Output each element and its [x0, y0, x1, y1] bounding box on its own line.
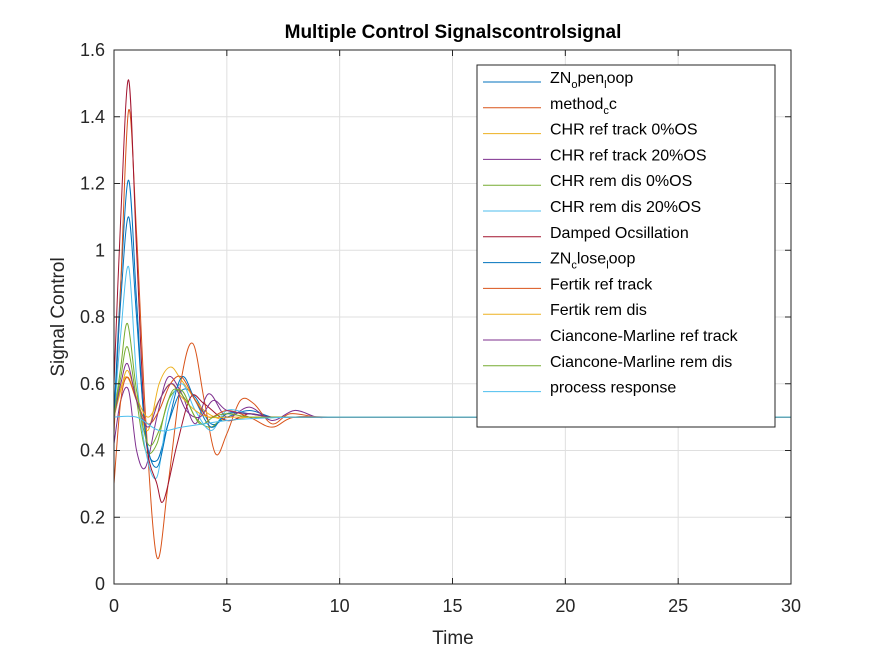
legend-label: ZNopenloop — [550, 70, 633, 91]
legend-label: process response — [550, 380, 676, 397]
series-lines — [113, 79, 791, 560]
chart-title: Multiple Control Signalscontrolsignal — [285, 22, 622, 43]
legend-label: methodcc — [550, 96, 617, 117]
legend-label-subscript: c — [603, 105, 609, 117]
legend-entry[interactable]: ZNcloseloop — [483, 251, 635, 272]
y-axis-label: Signal Control — [48, 257, 69, 376]
legend-label: CHR rem dis 0%OS — [550, 173, 692, 190]
legend-label: Fertik rem dis — [550, 302, 647, 319]
legend-entry[interactable]: CHR ref track 20%OS — [483, 147, 706, 164]
legend-label-part: ZN — [550, 70, 571, 87]
legend-label: ZNcloseloop — [550, 251, 635, 272]
x-tick-label: 0 — [109, 596, 119, 616]
x-tick-label: 25 — [668, 596, 688, 616]
legend-label: CHR ref track 0%OS — [550, 122, 698, 139]
y-tick-labels: 0 0.2 0.4 0.6 0.8 1 1.2 1.4 1.6 — [80, 40, 105, 594]
legend-entry[interactable]: CHR rem dis 20%OS — [483, 199, 701, 216]
legend-entry[interactable]: CHR rem dis 0%OS — [483, 173, 692, 190]
x-tick-label: 5 — [222, 596, 232, 616]
legend-label-part: c — [609, 96, 617, 113]
legend-label-part: oop — [609, 251, 636, 268]
legend-entry[interactable]: Damped Ocsillation — [483, 225, 689, 242]
y-tick-label: 1.4 — [80, 107, 105, 127]
x-tick-label: 15 — [442, 596, 462, 616]
legend-label-part: method — [550, 96, 603, 113]
legend-entry[interactable]: Fertik rem dis — [483, 302, 647, 319]
x-tick-labels: 0 5 10 15 20 25 30 — [109, 596, 801, 616]
legend-label: Fertik ref track — [550, 276, 653, 293]
y-tick-label: 0 — [95, 574, 105, 594]
legend-label-subscript: l — [606, 260, 608, 272]
legend-entry[interactable]: Fertik ref track — [483, 276, 653, 293]
legend-label-subscript: o — [571, 79, 577, 91]
legend-label: CHR ref track 20%OS — [550, 147, 706, 164]
legend-label-part: lose — [577, 251, 606, 268]
y-tick-label: 0.8 — [80, 307, 105, 327]
legend-label-subscript: c — [571, 260, 577, 272]
x-tick-label: 20 — [555, 596, 575, 616]
legend-entry[interactable]: ZNopenloop — [483, 70, 633, 91]
legend-label: Damped Ocsillation — [550, 225, 689, 242]
legend-entry[interactable]: Ciancone-Marline rem dis — [483, 354, 732, 371]
y-tick-label: 0.2 — [80, 507, 105, 527]
y-tick-label: 1.6 — [80, 40, 105, 60]
y-tick-label: 1.2 — [80, 174, 105, 194]
legend-label-part: pen — [577, 70, 604, 87]
legend-entry[interactable]: CHR ref track 0%OS — [483, 122, 698, 139]
legend-label: CHR rem dis 20%OS — [550, 199, 701, 216]
tick-marks — [113, 49, 792, 585]
legend-label-part: oop — [607, 70, 634, 87]
legend-label: Ciancone-Marline ref track — [550, 328, 739, 345]
legend-entry[interactable]: methodcc — [483, 96, 617, 117]
x-tick-label: 30 — [781, 596, 801, 616]
legend-label-part: ZN — [550, 251, 571, 268]
legend-box — [476, 64, 776, 428]
y-tick-label: 0.4 — [80, 441, 105, 461]
y-tick-label: 0.6 — [80, 374, 105, 394]
x-tick-label: 10 — [330, 596, 350, 616]
x-axis-label: Time — [432, 628, 474, 649]
legend-label-subscript: l — [604, 79, 606, 91]
legend-label: Ciancone-Marline rem dis — [550, 354, 732, 371]
legend-entry[interactable]: process response — [483, 380, 676, 397]
legend-entry[interactable]: Ciancone-Marline ref track — [483, 328, 739, 345]
y-tick-label: 1 — [95, 240, 105, 260]
